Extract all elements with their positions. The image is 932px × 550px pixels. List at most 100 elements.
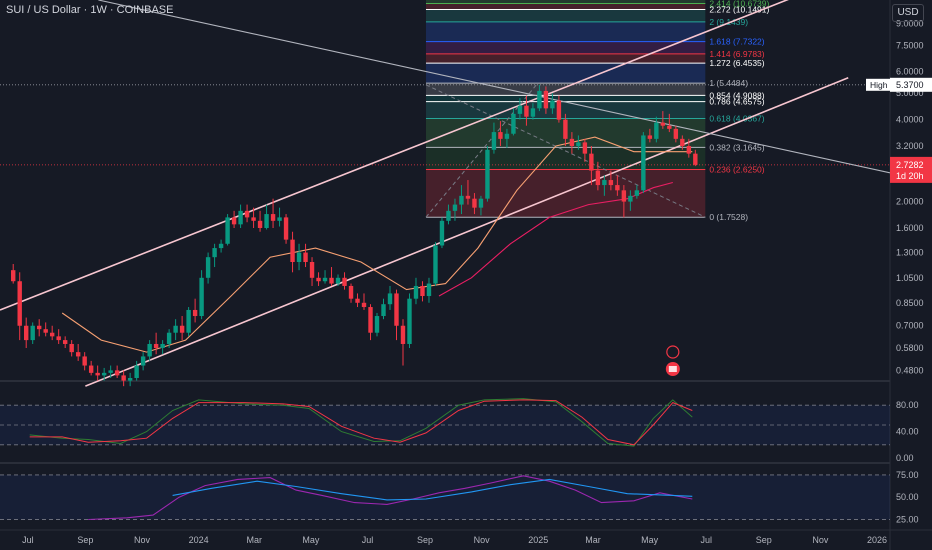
time-tick-label: May [641,535,659,545]
candle-body [296,252,302,263]
candle-body [322,277,328,282]
candle-body [361,302,367,308]
candle-body [517,105,523,114]
candle-body [693,153,698,165]
fib-level-label: 0.236 (2.6250) [709,164,764,174]
candle-body [478,198,484,208]
lower-channel-line [85,77,849,387]
candle-body [134,365,139,378]
candle-body [101,372,107,376]
candle-body [277,217,282,221]
candle-body [621,190,627,202]
candle-body [524,105,529,117]
candle-body [335,277,341,284]
time-tick-label: 2026 [867,535,887,545]
oscillator-tick-label: 0.00 [896,453,914,463]
rsi-tick-label: 50.00 [896,492,919,502]
time-tick-label: Jul [22,535,34,545]
candle-body [426,283,432,297]
candle-body [69,343,74,353]
candle-body [439,220,445,246]
candle-body [30,325,35,341]
us-flag-stripes [668,366,677,372]
rsi-line [172,478,693,501]
time-tick-label: Mar [585,535,601,545]
candle-body [17,281,22,326]
candle-body [556,100,562,120]
candle-body [485,149,490,199]
symbol-title: SUI / US Dollar · 1W · COINBASE [6,4,174,16]
candle-body [602,180,607,186]
candle-body [459,195,464,205]
upper-channel-line [0,0,789,311]
candle-body [615,185,620,191]
candle-body [413,285,419,299]
high-label-badge [866,78,890,91]
oscillator-line [29,398,693,447]
candle-body [576,142,581,147]
last-price-badge [890,156,932,183]
candle-body [160,343,165,348]
candle-body [121,375,126,381]
candle-body [381,304,386,317]
candle-body [400,325,406,344]
candle-body [634,190,640,196]
candle-body [654,122,659,139]
candle-body [348,285,354,299]
candle-body [686,146,692,154]
candle-body [569,138,575,147]
candle-body [153,343,159,348]
time-tick-label: Jul [362,535,374,545]
fib-zone [425,169,706,218]
candle-body [283,217,289,240]
price-tick-label: 1.0500 [896,273,924,283]
candle-body [420,285,425,297]
candle-body [316,277,321,282]
fib-level-label: 2.272 (10.1491) [709,5,769,15]
candle-body [563,119,568,139]
fib-level-label: 0.854 (4.9088) [709,90,764,100]
candle-body [225,217,230,244]
candle-body [673,128,679,139]
candle-body [368,307,373,333]
currency-button[interactable]: USD [892,4,924,22]
price-tick-label: 0.7000 [896,321,924,331]
candle-body [660,122,666,126]
time-tick-label: Sep [417,535,433,545]
candle-body [595,170,601,186]
price-tick-label: 0.4800 [896,365,924,375]
candle-body [257,220,263,228]
fib-zone [425,21,706,42]
candle-body [186,309,191,333]
fib-level-label: 1.272 (6.4535) [709,58,764,68]
candle-body [56,336,61,341]
time-tick-label: Mar [247,535,263,545]
candle-body [537,90,542,109]
candle-body [140,356,146,366]
candle-body [498,132,503,139]
price-tick-label: 0.5800 [896,343,924,353]
high-value-badge [890,77,932,92]
oscillator-line [29,399,693,446]
fib-level-label: 1.414 (6.9783) [709,49,764,59]
candle-body [62,340,68,344]
candle-body [582,142,588,154]
fib-zone [425,83,706,96]
candle-body [166,332,172,344]
fib-zone [425,9,706,22]
high-value-text: 5.3700 [896,80,924,90]
time-tick-label: Sep [756,535,772,545]
candle-body [108,370,113,373]
time-tick-label: Nov [474,535,491,545]
candle-body [218,243,224,249]
price-tick-label: 2.0000 [896,197,924,207]
fib-level-label: 0.382 (3.1645) [709,142,764,152]
candle-body [309,262,315,278]
candle-body [465,195,471,199]
countdown-text: 1d 20h [896,171,924,181]
candle-body [24,325,29,341]
candle-body [387,293,393,305]
candle-body [95,372,100,376]
